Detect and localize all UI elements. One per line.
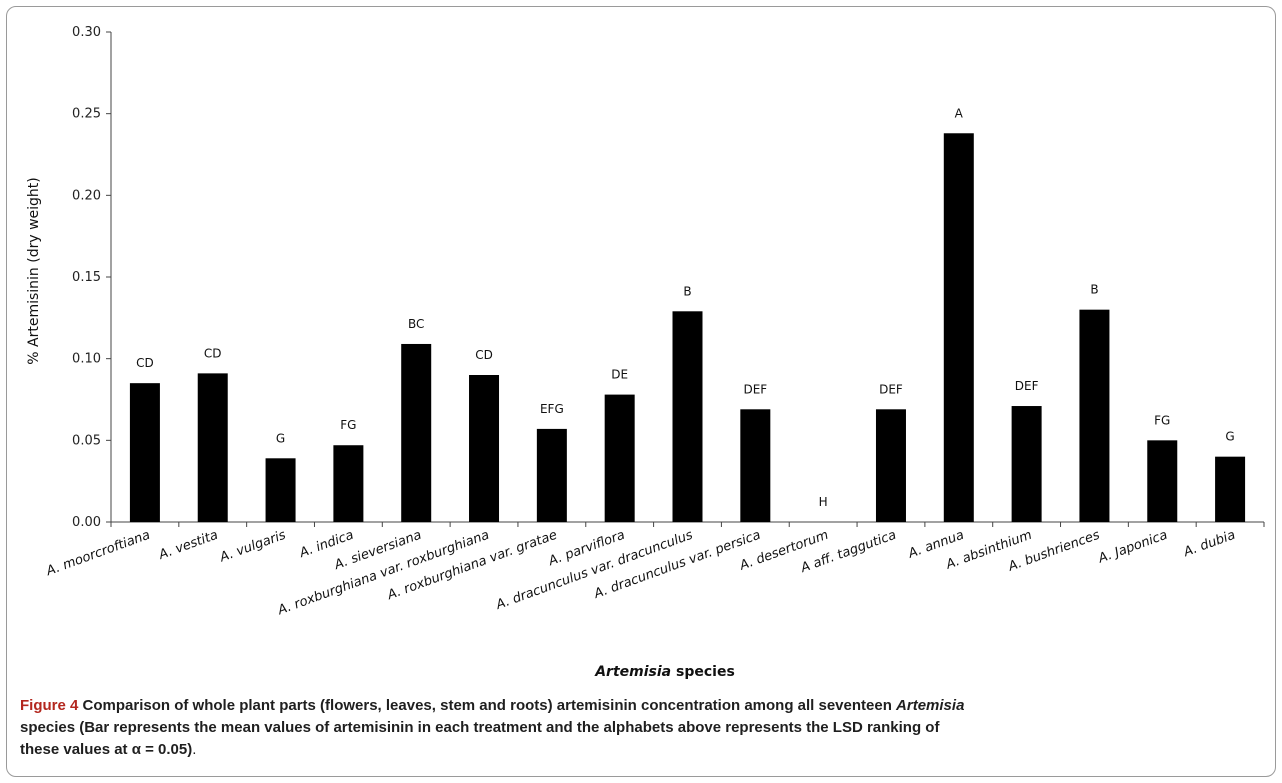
- category-label: A. dubia: [1181, 528, 1238, 561]
- bar: [265, 458, 296, 522]
- significance-labels: CD CD G FG BC CD EFG DE B DEF H DEF A DEF B FG G: [136, 106, 1235, 509]
- caption-title-italic: Artemisia: [896, 697, 965, 714]
- significance-label: G: [1225, 430, 1234, 444]
- significance-label: CD: [204, 346, 222, 360]
- significance-label: G: [276, 431, 285, 445]
- significance-label: B: [683, 284, 691, 298]
- y-axis: 0.00 0.05 0.10 0.15 0.20 0.25 0.30: [72, 25, 112, 530]
- figure-label: Figure 4: [20, 697, 79, 714]
- bar-chart: 0.000.050.100.150.200.250.30 CDCDGFGBCCD…: [26, 25, 1265, 680]
- significance-label: DEF: [879, 382, 903, 396]
- significance-label: A: [955, 106, 964, 120]
- category-label: A. moorcroftiana: [44, 528, 153, 580]
- bar: [1011, 406, 1042, 522]
- category-label: A. vestita: [156, 528, 220, 564]
- x-axis-title-rest: species: [671, 664, 735, 680]
- y-tick-label: 0.00: [72, 515, 101, 530]
- bar: [469, 375, 500, 522]
- bars: [129, 133, 1246, 522]
- bar: [740, 409, 771, 522]
- bar: [1147, 440, 1178, 522]
- bar: [672, 311, 703, 522]
- caption-line3: these values at α = 0.05): [20, 741, 193, 758]
- significance-label: DE: [611, 368, 628, 382]
- y-tick-label: 0.15: [72, 270, 101, 285]
- y-tick-label: 0.30: [72, 25, 101, 40]
- bar: [943, 133, 974, 522]
- significance-label: B: [1090, 283, 1098, 297]
- bar: [129, 383, 160, 522]
- y-tick-label: 0.25: [72, 107, 101, 122]
- significance-label: EFG: [540, 402, 564, 416]
- y-axis-title: % Artemisinin (dry weight): [26, 177, 42, 365]
- y-tick-label: 0.10: [72, 352, 101, 367]
- significance-label: H: [819, 495, 828, 509]
- caption-line3-end: .: [192, 741, 197, 758]
- caption-title-part1: Comparison of whole plant parts (flowers…: [78, 697, 897, 714]
- y-tick-label: 0.20: [72, 188, 101, 203]
- x-axis: [110, 521, 1265, 527]
- category-label: A. Japonica: [1096, 528, 1170, 567]
- bar: [401, 343, 432, 522]
- bar: [1215, 456, 1246, 522]
- significance-label: CD: [475, 348, 493, 362]
- significance-label: DEF: [1015, 379, 1039, 393]
- caption-line2: species (Bar represents the mean values …: [20, 719, 940, 736]
- significance-label: DEF: [743, 382, 767, 396]
- bar: [1079, 309, 1110, 522]
- bar: [197, 373, 228, 522]
- x-axis-title: Artemisia species: [594, 664, 735, 680]
- y-tick-label: 0.05: [72, 433, 101, 448]
- bar: [875, 409, 906, 522]
- significance-label: BC: [408, 317, 424, 331]
- bar: [333, 445, 364, 522]
- x-axis-title-italic: Artemisia: [594, 664, 671, 680]
- bar: [604, 394, 635, 522]
- bar: [536, 428, 567, 522]
- significance-label: FG: [340, 418, 356, 432]
- figure-caption: Figure 4 Comparison of whole plant parts…: [20, 695, 1270, 761]
- significance-label: FG: [1154, 413, 1170, 427]
- significance-label: CD: [136, 356, 154, 370]
- category-label: A. vulgaris: [217, 528, 288, 566]
